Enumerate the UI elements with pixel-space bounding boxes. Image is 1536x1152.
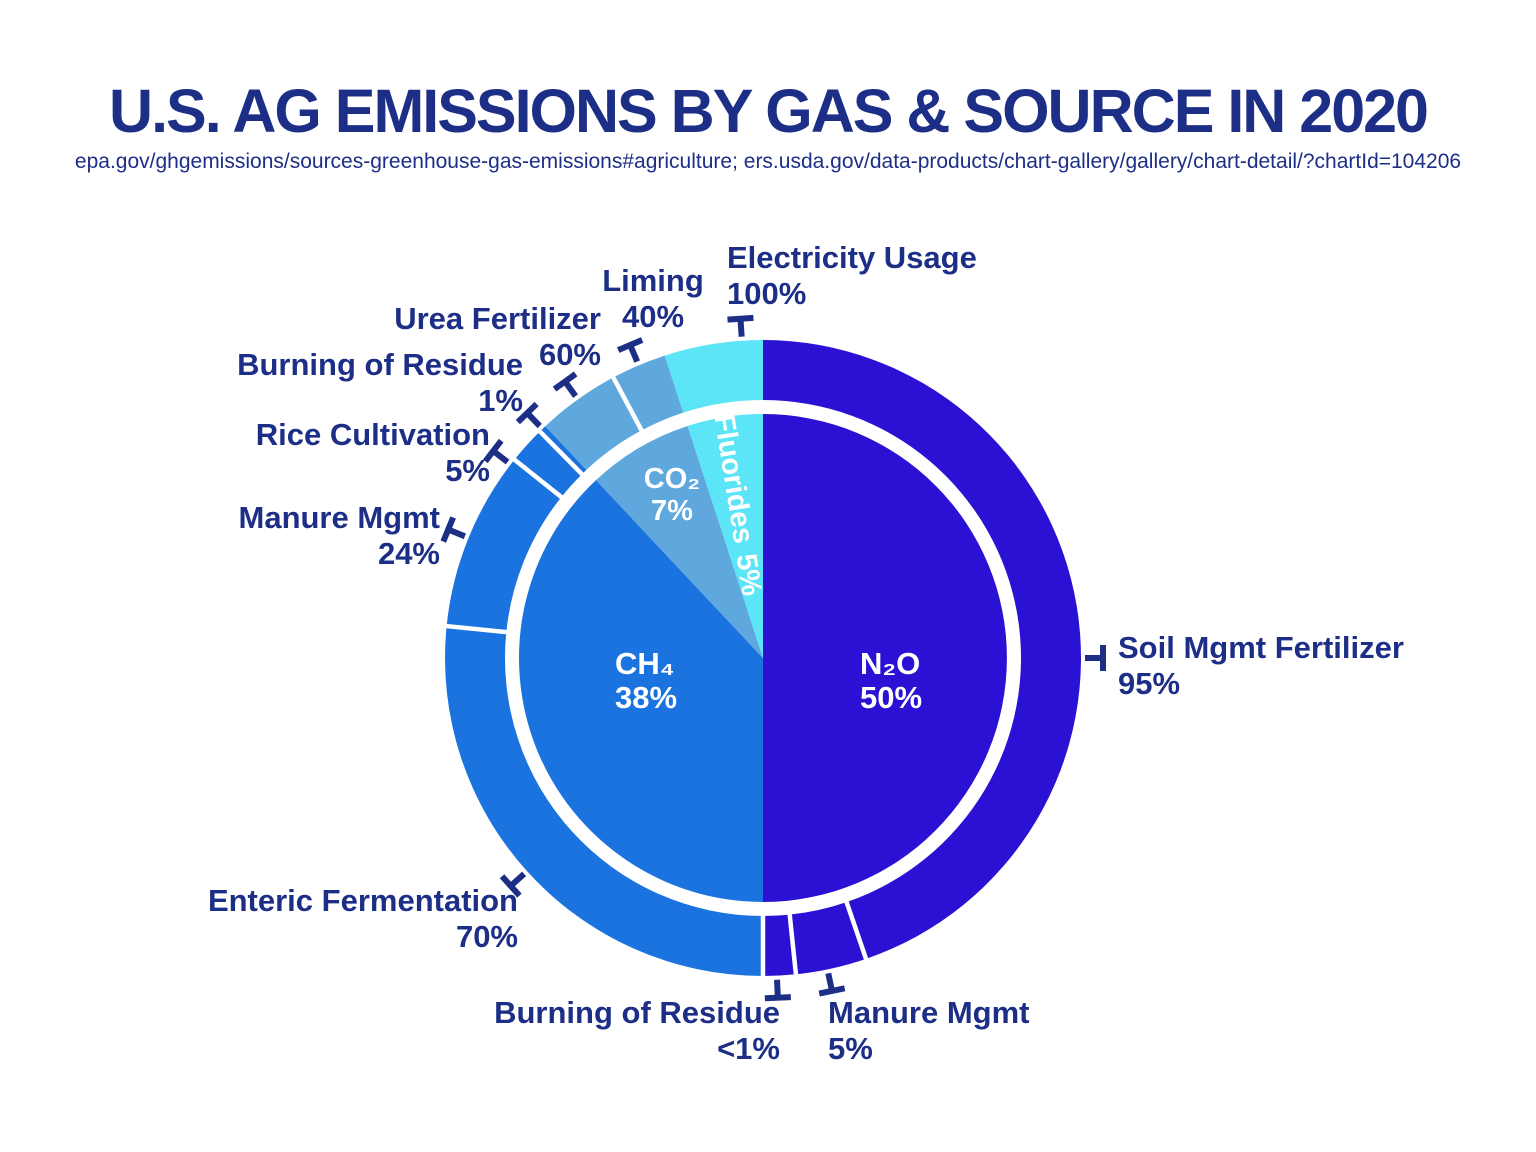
ring-segment-manure-mgmt xyxy=(789,902,867,975)
callout-source-pct: 40% xyxy=(621,299,685,334)
callout-tick-cap xyxy=(440,516,456,543)
pie-slice-fluorides xyxy=(687,414,763,658)
ring-segment-soil-mgmt-fertilizer xyxy=(763,340,1081,959)
gas-name: CO₂ xyxy=(643,463,701,495)
gas-pct: 50% xyxy=(860,680,923,715)
callout-tick-cap xyxy=(552,371,578,392)
pie-slice-ch4 xyxy=(519,480,763,902)
ring-segment-electricity-usage xyxy=(664,340,763,413)
callout-tick xyxy=(525,410,542,429)
ring-segment-manure-mgmt xyxy=(446,459,562,633)
callout-liming: Liming 40% xyxy=(578,263,728,335)
callout-tick-cap xyxy=(515,401,539,425)
ring-divider xyxy=(535,427,588,481)
callout-tick xyxy=(562,379,578,398)
callout-source-name: Burning of Residue xyxy=(237,347,523,382)
callout-urea-fertilizer: Urea Fertilizer 60% xyxy=(351,301,601,373)
pie-slice-co2 xyxy=(595,425,763,658)
pie-slice-n2o xyxy=(763,414,1007,902)
callout-source-name: Enteric Fermentation xyxy=(207,883,518,918)
callout-source-pct: 1% xyxy=(478,383,523,418)
callout-source-pct: 24% xyxy=(377,536,440,571)
callout-source-pct: 5% xyxy=(828,1031,873,1066)
callout-source-name: Urea Fertilizer xyxy=(394,301,601,336)
gas-name: N₂O xyxy=(860,646,921,681)
gas-label-ch4: CH₄ 38% xyxy=(615,647,677,715)
callout-source-name: Rice Cultivation xyxy=(255,417,490,452)
ring-divider xyxy=(786,908,799,979)
ring-divider xyxy=(509,455,568,503)
callout-source-name: Burning of Residue xyxy=(494,995,780,1030)
ring-divider xyxy=(842,895,870,964)
callout-burning-of-residue-ch4: Burning of Residue 1% xyxy=(223,347,523,419)
callout-tick xyxy=(774,979,781,998)
gas-pct: 7% xyxy=(651,495,693,527)
callout-tick-cap xyxy=(764,994,791,1002)
ring-segment-liming xyxy=(613,355,684,431)
ring-segment-burning-of-residue xyxy=(763,914,796,976)
gas-pct: 5% xyxy=(729,551,768,599)
callout-source-name: Soil Mgmt Fertilizer xyxy=(1118,630,1404,665)
callout-manure-mgmt-ch4: Manure Mgmt 24% xyxy=(190,500,441,572)
gas-label-co2: CO₂ 7% xyxy=(611,463,733,527)
callout-tick-cap xyxy=(482,438,504,464)
source-citation: epa.gov/ghgemissions/sources-greenhouse-… xyxy=(74,150,1462,173)
ring-divider xyxy=(609,372,647,437)
callout-soil-mgmt-fertilizer: Soil Mgmt Fertilizer 95% xyxy=(1118,630,1404,702)
gas-pct: 38% xyxy=(615,680,678,715)
callout-tick-cap xyxy=(818,985,846,997)
callout-source-pct: 100% xyxy=(727,276,807,311)
ring-segment-urea-fertilizer xyxy=(545,377,642,470)
ring-segment-burning-of-residue xyxy=(539,426,587,475)
callout-tick-cap xyxy=(499,874,522,898)
callout-source-name: Liming xyxy=(602,263,704,298)
callout-enteric-fermentation: Enteric Fermentation 70% xyxy=(175,883,518,955)
callout-manure-mgmt-n2o: Manure Mgmt 5% xyxy=(828,995,1030,1067)
callout-source-name: Manure Mgmt xyxy=(828,995,1030,1030)
callout-source-pct: 60% xyxy=(538,337,601,372)
callout-rice-cultivation: Rice Cultivation 5% xyxy=(239,417,490,489)
callout-tick-cap xyxy=(617,337,644,353)
callout-source-name: Electricity Usage xyxy=(727,240,977,275)
callout-source-pct: <1% xyxy=(717,1031,780,1066)
callout-tick-cap xyxy=(727,314,754,323)
callout-electricity-usage: Electricity Usage 100% xyxy=(727,240,977,312)
gas-label-n2o: N₂O 50% xyxy=(860,647,922,715)
page-title: U.S. AG EMISSIONS BY GAS & SOURCE IN 202… xyxy=(109,77,1429,145)
callout-source-pct: 70% xyxy=(455,919,518,954)
callout-source-pct: 95% xyxy=(1118,666,1181,701)
callout-burning-of-residue-n2o: Burning of Residue <1% xyxy=(420,995,780,1067)
callout-source-pct: 5% xyxy=(445,453,490,488)
ring-segment-rice-cultivation xyxy=(514,431,582,498)
callout-source-name: Manure Mgmt xyxy=(238,500,441,535)
gas-name: CH₄ xyxy=(615,646,675,681)
ring-divider xyxy=(442,623,513,635)
ring-segment-enteric-fermentation xyxy=(445,626,763,976)
